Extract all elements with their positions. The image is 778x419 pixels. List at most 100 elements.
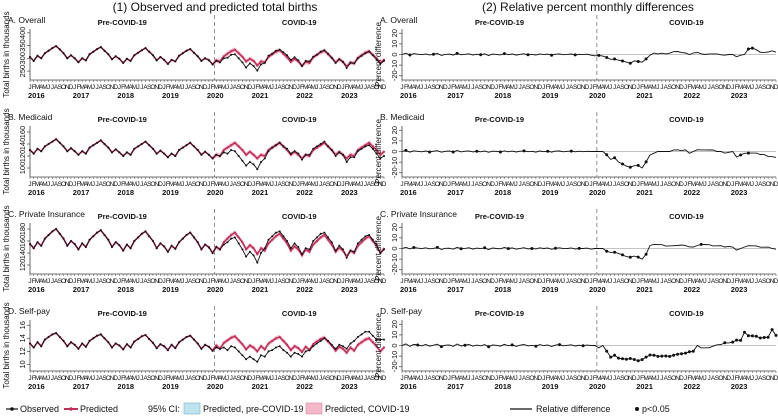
predicted-point xyxy=(226,146,229,149)
observed-point xyxy=(103,337,106,340)
x-month-label: F xyxy=(76,84,80,91)
x-month-label: A xyxy=(553,278,558,285)
observed-point xyxy=(99,333,102,336)
observed-point xyxy=(140,232,143,235)
x-year-label: 2023 xyxy=(341,285,358,294)
x-month-label: D xyxy=(158,375,163,382)
significant-point xyxy=(762,336,766,339)
x-month-label: F xyxy=(255,84,259,91)
observed-point xyxy=(92,235,95,238)
x-month-label: N xyxy=(628,278,633,285)
y-tick-label: -20 xyxy=(390,70,399,81)
predicted-point xyxy=(233,335,236,338)
x-month-label: F xyxy=(404,375,408,382)
observed-point xyxy=(312,147,315,150)
x-month-label: N xyxy=(770,375,775,382)
x-month-label: J xyxy=(51,278,54,285)
observed-point xyxy=(114,55,117,58)
x-month-label: O xyxy=(435,278,440,285)
x-month-label: O xyxy=(106,181,111,188)
significant-point xyxy=(739,153,743,157)
x-month-label: A xyxy=(54,375,59,382)
x-month-label: A xyxy=(143,84,148,91)
x-month-label: M xyxy=(35,375,40,382)
x-month-label: A xyxy=(173,84,178,91)
x-month-label: J xyxy=(73,181,76,188)
observed-point xyxy=(125,243,128,246)
predicted-point xyxy=(245,348,248,351)
x-month-label: J xyxy=(731,278,734,285)
y-tick-label: 140 xyxy=(18,138,27,151)
observed-point xyxy=(297,152,300,155)
predicted-point xyxy=(289,349,292,352)
x-month-label: O xyxy=(285,375,290,382)
predicted-point xyxy=(308,61,311,64)
observed-point xyxy=(81,342,84,345)
predicted-point xyxy=(241,148,244,152)
observed-point xyxy=(155,347,158,350)
observed-point xyxy=(51,333,54,336)
observed-point xyxy=(58,48,61,51)
x-month-label: F xyxy=(640,84,644,91)
x-month-label: O xyxy=(150,181,155,188)
observed-point xyxy=(274,144,277,147)
x-month-label: M xyxy=(132,375,137,382)
y-tick-label: 10 xyxy=(18,360,27,368)
x-month-label: F xyxy=(593,84,597,91)
x-month-label: M xyxy=(604,181,609,188)
observed-point xyxy=(379,157,382,160)
covid-label: COVID-19 xyxy=(282,212,317,221)
x-month-label: J xyxy=(95,84,98,91)
observed-point xyxy=(29,342,31,345)
observed-point xyxy=(278,48,281,51)
observed-point xyxy=(327,52,330,55)
x-year-label: 2016 xyxy=(400,91,417,100)
x-month-label: O xyxy=(374,84,379,91)
x-month-label: J xyxy=(73,84,76,91)
x-month-label: J xyxy=(118,278,121,285)
observed-point xyxy=(47,143,50,145)
observed-point xyxy=(356,336,359,338)
x-month-label: S xyxy=(715,375,720,382)
x-month-label: A xyxy=(695,278,700,285)
predicted-point xyxy=(297,248,300,251)
x-month-label: F xyxy=(687,181,691,188)
x-month-label: F xyxy=(255,375,259,382)
x-month-label: S xyxy=(573,375,578,382)
x-month-label: N xyxy=(581,181,586,188)
observed-point xyxy=(152,240,154,242)
observed-point xyxy=(207,153,210,156)
predicted-point xyxy=(256,157,259,160)
x-month-label: M xyxy=(348,181,353,188)
x-month-label: S xyxy=(431,375,436,382)
observed-point xyxy=(174,155,177,157)
predicted-point xyxy=(271,339,274,342)
x-month-label: J xyxy=(364,84,367,91)
x-month-label: S xyxy=(237,84,242,91)
predicted-point xyxy=(263,249,266,252)
observed-point xyxy=(323,140,326,143)
x-month-label: D xyxy=(726,84,731,91)
significant-point xyxy=(408,53,412,57)
x-month-label: N xyxy=(65,278,70,285)
observed-point xyxy=(32,247,35,250)
legend-ci-label: 95% CI: xyxy=(148,404,180,414)
x-year-label: 2021 xyxy=(252,382,269,391)
x-month-label: N xyxy=(628,84,633,91)
significant-point xyxy=(613,156,617,160)
x-month-label: J xyxy=(297,84,300,91)
legend-observed-marker xyxy=(10,407,14,411)
observed-point xyxy=(118,151,121,154)
x-month-label: M xyxy=(510,375,515,382)
observed-point xyxy=(55,45,58,48)
y-tick-label: -20 xyxy=(390,361,399,372)
x-month-label: D xyxy=(679,84,684,91)
x-month-label: O xyxy=(482,278,487,285)
y-tick-label: 250 xyxy=(18,65,27,78)
x-month-label: D xyxy=(158,84,163,91)
significant-point xyxy=(605,249,609,253)
x-month-label: F xyxy=(735,375,739,382)
x-month-label: J xyxy=(252,375,255,382)
